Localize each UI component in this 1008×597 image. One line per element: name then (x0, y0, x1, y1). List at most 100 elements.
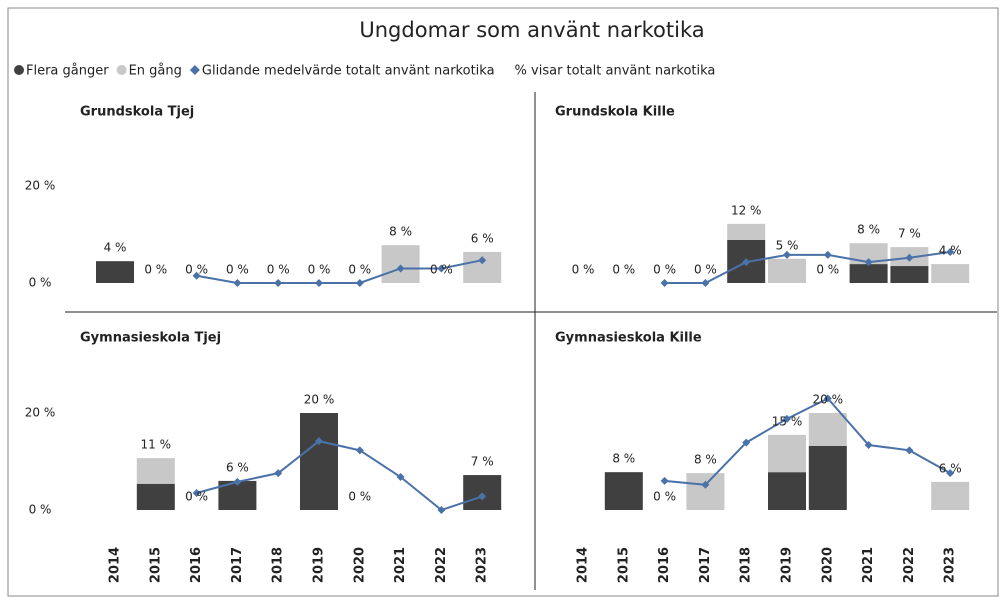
x-tick-label: 2020 (352, 547, 367, 583)
line-marker (396, 473, 405, 482)
line-marker (701, 279, 710, 287)
data-label: 0 % (226, 263, 249, 277)
x-tick-label: 2014 (576, 547, 591, 583)
line-marker (437, 506, 446, 514)
bar (931, 481, 970, 510)
panel-title: Gymnasieskola Tjej (80, 331, 221, 346)
line-marker (355, 446, 364, 455)
line-marker (233, 477, 242, 486)
bar (849, 243, 888, 265)
data-label: 15 % (772, 414, 803, 428)
legend-marker (14, 65, 24, 75)
line-marker (274, 279, 283, 287)
line (196, 259, 483, 284)
x-tick-label: 2019 (312, 547, 327, 583)
panel-title: Gymnasieskola Kille (555, 331, 702, 346)
bar (136, 483, 175, 510)
x-tick-label: 2015 (148, 547, 163, 583)
line-marker (864, 258, 873, 267)
data-label: 8 % (857, 223, 880, 237)
line-marker (823, 394, 832, 403)
bar (890, 266, 929, 283)
line-marker (192, 489, 201, 498)
bar (381, 245, 420, 283)
line-marker (946, 469, 955, 478)
bar (604, 472, 643, 510)
data-label: 4 % (104, 241, 127, 255)
line (664, 397, 951, 486)
data-label: 0 % (653, 490, 676, 504)
data-label: 5 % (776, 238, 799, 252)
x-tick-label: 2022 (434, 547, 449, 583)
line-marker (742, 438, 751, 447)
x-tick-label: 2015 (616, 547, 631, 583)
line-marker (660, 279, 669, 287)
data-label: 0 % (348, 263, 371, 277)
legend-label: Flera gånger (26, 64, 109, 79)
data-label: 20 % (813, 393, 844, 407)
x-tick-label: 2017 (698, 547, 713, 583)
line (196, 440, 483, 512)
x-tick-label: 2020 (820, 547, 835, 583)
x-tick-label: 2023 (475, 547, 490, 583)
bar (849, 264, 888, 283)
line-marker (864, 441, 873, 450)
legend-note: % visar totalt använt narkotika (515, 64, 716, 79)
data-label: 0 % (430, 263, 453, 277)
data-label: 0 % (185, 263, 208, 277)
line-marker (274, 469, 283, 478)
x-tick-label: 2023 (943, 547, 958, 583)
bar (300, 413, 338, 510)
data-label: 8 % (612, 452, 635, 466)
bar (96, 261, 134, 283)
y-tick-label: 0 % (29, 276, 52, 290)
bar (136, 458, 175, 484)
panel-title: Grundskola Tjej (80, 105, 194, 120)
bar (686, 473, 725, 510)
y-tick-label: 20 % (25, 406, 56, 420)
line-marker (701, 480, 710, 489)
line-marker (192, 271, 201, 280)
line-marker (783, 250, 791, 259)
line-marker (660, 476, 669, 485)
line-marker (233, 279, 242, 287)
data-label: 0 % (348, 490, 371, 504)
line-marker (742, 258, 751, 267)
bar (808, 413, 847, 446)
line-marker (823, 250, 832, 259)
data-label: 4 % (939, 244, 962, 258)
data-label: 7 % (471, 455, 494, 469)
bar (931, 264, 970, 283)
legend-label: Glidande medelvärde totalt använt narkot… (202, 64, 495, 79)
data-label: 11 % (141, 438, 172, 452)
x-tick-label: 2021 (861, 547, 876, 583)
bar (768, 258, 806, 283)
data-label: 0 % (612, 263, 635, 277)
line-marker (946, 247, 955, 256)
y-tick-label: 0 % (29, 503, 52, 517)
line-marker (905, 253, 914, 262)
x-tick-label: 2021 (393, 547, 408, 583)
panel-title: Grundskola Kille (555, 105, 675, 120)
x-tick-label: 2019 (780, 547, 795, 583)
data-label: 6 % (939, 461, 962, 475)
data-label: 0 % (653, 263, 676, 277)
legend-label: En gång (129, 64, 182, 79)
line-marker (355, 279, 364, 287)
x-tick-label: 2022 (902, 547, 917, 583)
data-label: 0 % (694, 263, 717, 277)
legend-marker (116, 65, 127, 75)
data-label: 0 % (816, 263, 839, 277)
bar (727, 223, 766, 240)
bar (768, 434, 806, 473)
x-tick-label: 2018 (739, 547, 754, 583)
line-marker (396, 264, 405, 273)
line-marker (905, 446, 914, 455)
data-label: 12 % (731, 203, 762, 217)
data-label: 0 % (267, 263, 290, 277)
line-marker (315, 437, 323, 446)
chart-title: Ungdomar som använt narkotika (359, 18, 704, 42)
bar (768, 472, 806, 510)
line-marker (478, 492, 487, 501)
